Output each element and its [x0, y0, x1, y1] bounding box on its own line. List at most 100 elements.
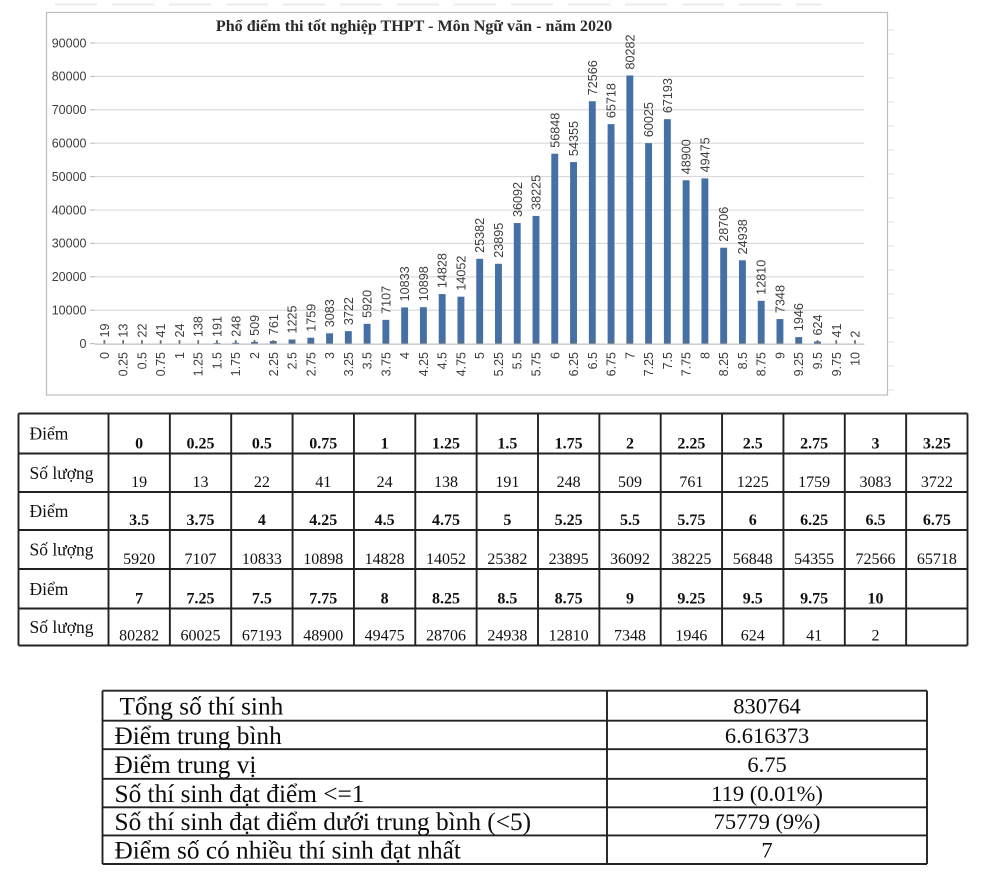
svg-text:10833: 10833: [242, 551, 282, 568]
svg-text:5920: 5920: [361, 290, 375, 318]
svg-text:70000: 70000: [52, 103, 87, 117]
svg-text:830764: 830764: [733, 694, 801, 719]
svg-text:9.75: 9.75: [830, 352, 844, 376]
svg-text:80000: 80000: [52, 70, 87, 84]
svg-text:28706: 28706: [426, 628, 466, 645]
svg-text:24: 24: [173, 324, 187, 338]
svg-text:14052: 14052: [426, 551, 466, 568]
svg-text:40000: 40000: [52, 203, 87, 217]
svg-text:6: 6: [749, 512, 757, 529]
svg-text:2.25: 2.25: [677, 436, 705, 453]
svg-text:60025: 60025: [642, 102, 656, 137]
svg-text:1759: 1759: [798, 474, 830, 491]
svg-text:10898: 10898: [303, 551, 343, 568]
svg-text:6.75: 6.75: [747, 752, 786, 777]
svg-text:7.5: 7.5: [661, 352, 675, 369]
svg-text:138: 138: [434, 474, 458, 491]
svg-text:41: 41: [315, 474, 331, 491]
svg-text:13: 13: [117, 324, 131, 338]
svg-text:41: 41: [806, 628, 822, 645]
svg-text:80282: 80282: [623, 34, 637, 69]
svg-text:2: 2: [849, 331, 863, 338]
svg-text:10: 10: [867, 591, 883, 608]
svg-text:1.25: 1.25: [432, 436, 460, 453]
svg-text:7: 7: [135, 591, 143, 608]
svg-text:49475: 49475: [365, 628, 405, 645]
svg-text:Điểm trung vị: Điểm trung vị: [115, 751, 257, 779]
svg-text:19: 19: [98, 324, 112, 338]
svg-text:12810: 12810: [549, 628, 589, 645]
svg-text:Số lượng: Số lượng: [30, 617, 94, 637]
svg-text:3.5: 3.5: [361, 352, 375, 369]
svg-text:6: 6: [548, 352, 562, 359]
svg-text:5.25: 5.25: [492, 352, 506, 376]
svg-text:Điểm số có nhiều thí sinh đạt: Điểm số có nhiều thí sinh đạt nhất: [115, 837, 461, 865]
svg-text:41: 41: [830, 323, 844, 337]
svg-text:9.25: 9.25: [677, 591, 705, 608]
svg-text:8.25: 8.25: [432, 591, 460, 608]
svg-text:14052: 14052: [454, 256, 468, 291]
svg-text:5.5: 5.5: [620, 512, 640, 529]
svg-text:2.5: 2.5: [286, 352, 300, 369]
svg-text:3722: 3722: [921, 474, 953, 491]
svg-text:9: 9: [626, 591, 634, 608]
svg-text:5.25: 5.25: [555, 512, 583, 529]
svg-text:28706: 28706: [717, 207, 731, 242]
svg-text:7: 7: [761, 838, 772, 863]
svg-text:10000: 10000: [52, 304, 87, 318]
svg-text:60025: 60025: [181, 628, 221, 645]
svg-text:1.75: 1.75: [555, 436, 583, 453]
svg-text:1.75: 1.75: [229, 352, 243, 376]
svg-text:9.25: 9.25: [792, 352, 806, 376]
svg-text:22: 22: [135, 324, 149, 338]
svg-text:0.25: 0.25: [187, 436, 215, 453]
svg-text:3083: 3083: [859, 474, 891, 491]
svg-text:1: 1: [381, 436, 389, 453]
svg-text:5920: 5920: [123, 551, 155, 568]
svg-text:24938: 24938: [736, 219, 750, 254]
svg-text:509: 509: [248, 315, 262, 336]
svg-text:0: 0: [98, 352, 112, 359]
svg-text:67193: 67193: [242, 628, 282, 645]
svg-text:50000: 50000: [52, 170, 87, 184]
svg-text:0.5: 0.5: [135, 352, 149, 369]
svg-text:90000: 90000: [52, 36, 87, 50]
svg-text:7.75: 7.75: [680, 352, 694, 376]
svg-text:0.25: 0.25: [117, 352, 131, 376]
svg-text:Số thí sinh đạt điểm dưới trun: Số thí sinh đạt điểm dưới trung bình (<5…: [115, 808, 532, 836]
svg-text:10: 10: [849, 352, 863, 366]
svg-text:54355: 54355: [794, 551, 834, 568]
svg-text:7348: 7348: [614, 628, 646, 645]
svg-text:7107: 7107: [379, 286, 393, 314]
svg-text:23895: 23895: [549, 551, 589, 568]
svg-text:624: 624: [741, 628, 765, 645]
svg-text:36092: 36092: [610, 551, 650, 568]
svg-text:41: 41: [154, 323, 168, 337]
svg-text:3: 3: [871, 436, 879, 453]
svg-text:3.5: 3.5: [129, 512, 149, 529]
svg-text:624: 624: [811, 315, 825, 336]
svg-text:10898: 10898: [417, 266, 431, 301]
svg-text:7.5: 7.5: [252, 591, 272, 608]
svg-text:1.25: 1.25: [192, 352, 206, 376]
svg-text:2: 2: [626, 436, 634, 453]
svg-text:761: 761: [679, 474, 703, 491]
svg-text:8.75: 8.75: [555, 591, 583, 608]
svg-text:191: 191: [211, 316, 225, 337]
svg-text:8.5: 8.5: [497, 591, 517, 608]
svg-text:4: 4: [258, 512, 266, 529]
svg-text:5: 5: [473, 352, 487, 359]
svg-text:25382: 25382: [473, 218, 487, 253]
svg-text:4.25: 4.25: [417, 352, 431, 376]
svg-text:3: 3: [323, 352, 337, 359]
svg-text:25382: 25382: [487, 551, 527, 568]
svg-text:67193: 67193: [661, 78, 675, 113]
svg-text:9.5: 9.5: [743, 591, 763, 608]
svg-text:1225: 1225: [737, 474, 769, 491]
svg-text:1946: 1946: [792, 303, 806, 331]
svg-text:36092: 36092: [511, 182, 525, 217]
svg-text:38225: 38225: [671, 551, 711, 568]
svg-text:24: 24: [377, 474, 393, 491]
svg-text:6.5: 6.5: [865, 512, 885, 529]
svg-text:4.5: 4.5: [375, 512, 395, 529]
